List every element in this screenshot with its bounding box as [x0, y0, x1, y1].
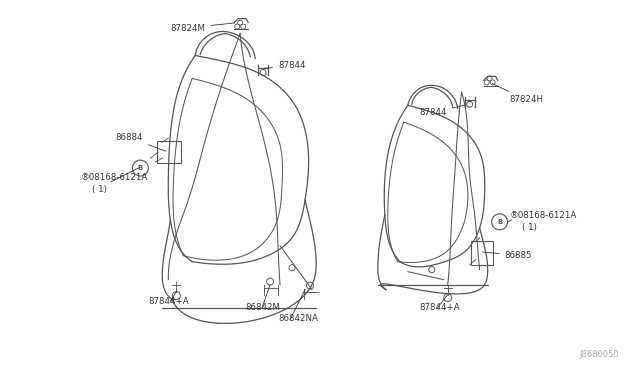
Text: J8680050: J8680050 — [580, 350, 620, 359]
Text: B: B — [138, 165, 143, 171]
Text: 87844+A: 87844+A — [148, 296, 189, 305]
Text: ( 1): ( 1) — [93, 185, 108, 194]
Text: 86842M: 86842M — [245, 302, 280, 311]
Text: 87844+A: 87844+A — [420, 302, 460, 311]
Text: 87824H: 87824H — [492, 84, 543, 104]
Text: 87844: 87844 — [265, 61, 305, 70]
Text: 87844: 87844 — [420, 105, 465, 117]
Text: 86885: 86885 — [483, 251, 532, 260]
Text: 86842NA: 86842NA — [278, 314, 318, 324]
Text: B: B — [497, 219, 502, 225]
Text: 86884: 86884 — [115, 133, 166, 151]
Text: ®08168-6121A: ®08168-6121A — [81, 173, 148, 182]
Text: ( 1): ( 1) — [522, 223, 536, 232]
Text: 87824M: 87824M — [170, 23, 234, 33]
Text: ®08168-6121A: ®08168-6121A — [509, 211, 577, 220]
